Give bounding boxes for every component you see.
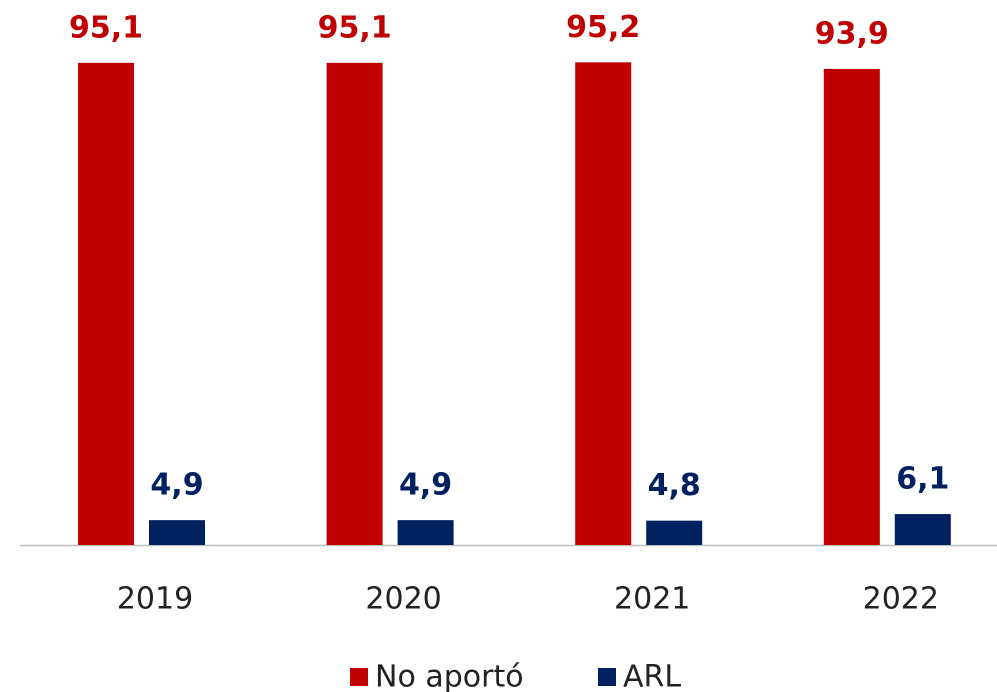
- x-tick-label: 2021: [614, 582, 690, 617]
- data-label: 6,1: [896, 462, 949, 497]
- x-tick-label: 2022: [863, 582, 939, 617]
- legend-swatch: [350, 668, 368, 686]
- data-label: 95,1: [318, 10, 392, 45]
- legend-label: No aportó: [375, 660, 524, 692]
- bar: [149, 520, 205, 545]
- bar: [646, 520, 703, 545]
- x-tick-label: 2019: [117, 582, 193, 617]
- data-label: 95,2: [566, 10, 640, 45]
- data-label: 4,9: [150, 468, 203, 503]
- bar: [823, 68, 880, 545]
- data-label: 93,9: [815, 16, 889, 51]
- legend-label: ARL: [623, 660, 681, 692]
- bar: [894, 514, 951, 545]
- x-tick-label: 2020: [365, 582, 441, 617]
- bar: [397, 520, 454, 545]
- bar: [326, 62, 383, 546]
- data-label: 4,8: [648, 468, 701, 503]
- legend-swatch: [598, 668, 616, 686]
- data-label: 95,1: [69, 10, 143, 45]
- bar: [78, 62, 134, 546]
- bar: [575, 62, 632, 545]
- data-label: 4,9: [399, 468, 452, 503]
